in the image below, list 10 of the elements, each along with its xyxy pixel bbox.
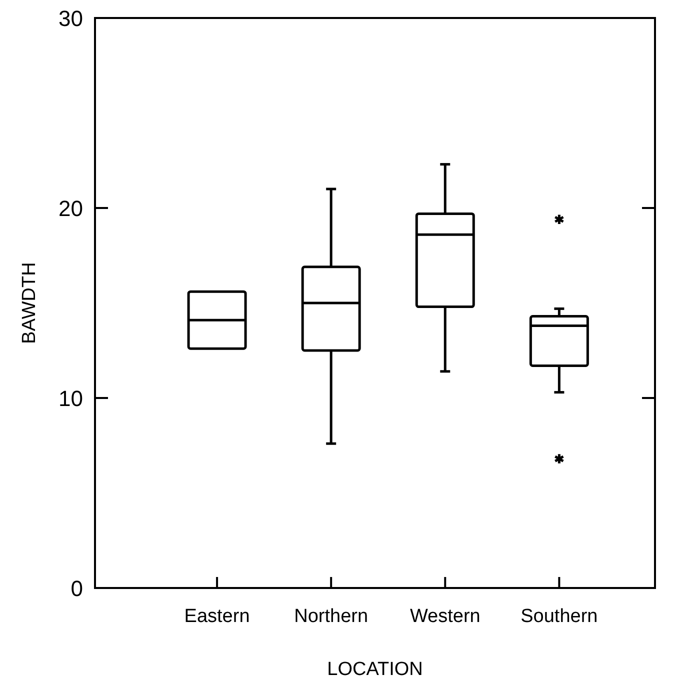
x-tick-label: Southern [520,606,598,627]
y-axis-title: BAWDTH [19,262,40,344]
y-tick-label: 30 [58,6,83,31]
x-tick-label: Northern [294,606,368,627]
y-tick-label: 20 [58,196,83,221]
x-tick-label: Western [410,606,480,627]
x-axis-title: LOCATION [327,659,423,679]
y-tick-label: 10 [58,386,83,411]
y-tick-label: 0 [70,576,83,601]
x-tick-label: Eastern [184,606,250,627]
